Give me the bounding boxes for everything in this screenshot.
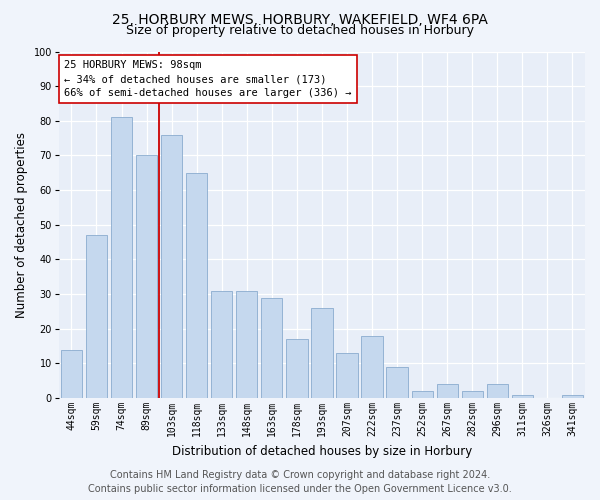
Bar (211, 290, 232, 398)
Text: 25 HORBURY MEWS: 98sqm
← 34% of detached houses are smaller (173)
66% of semi-de: 25 HORBURY MEWS: 98sqm ← 34% of detached… (64, 60, 352, 98)
Bar (512, 394, 533, 398)
Bar (437, 384, 458, 398)
Text: Size of property relative to detached houses in Horbury: Size of property relative to detached ho… (126, 24, 474, 37)
X-axis label: Distribution of detached houses by size in Horbury: Distribution of detached houses by size … (172, 444, 472, 458)
Bar (186, 173, 208, 398)
Bar (461, 391, 483, 398)
Bar (337, 353, 358, 398)
Bar (361, 336, 383, 398)
Text: 25, HORBURY MEWS, HORBURY, WAKEFIELD, WF4 6PA: 25, HORBURY MEWS, HORBURY, WAKEFIELD, WF… (112, 12, 488, 26)
Bar (286, 339, 308, 398)
Bar (311, 308, 332, 398)
Bar (161, 134, 182, 398)
Bar (487, 384, 508, 398)
Bar (86, 235, 107, 398)
Bar (261, 298, 283, 398)
Bar (61, 350, 82, 398)
Bar (236, 290, 257, 398)
Bar (562, 394, 583, 398)
Bar (386, 367, 408, 398)
Y-axis label: Number of detached properties: Number of detached properties (15, 132, 28, 318)
Bar (412, 391, 433, 398)
Text: Contains HM Land Registry data © Crown copyright and database right 2024.
Contai: Contains HM Land Registry data © Crown c… (88, 470, 512, 494)
Bar (111, 118, 132, 398)
Bar (136, 156, 157, 398)
